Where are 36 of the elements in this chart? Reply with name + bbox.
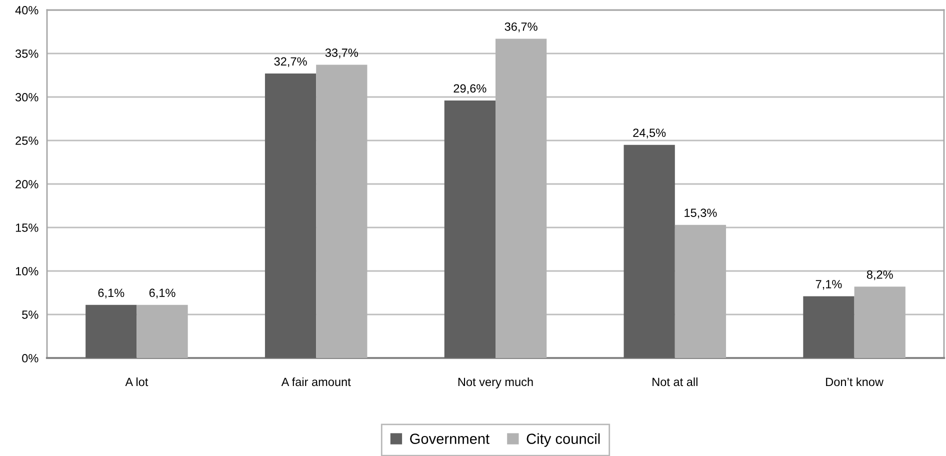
data-label: 36,7% bbox=[504, 22, 538, 32]
data-label: 6,1% bbox=[149, 288, 176, 298]
y-tick-label: 10% bbox=[16, 267, 38, 276]
legend-label: Government bbox=[410, 434, 490, 444]
bar bbox=[854, 286, 906, 358]
data-label: 15,3% bbox=[684, 208, 717, 218]
bar bbox=[674, 224, 726, 358]
data-label: 24,5% bbox=[633, 128, 666, 138]
bar bbox=[624, 144, 675, 358]
bar bbox=[444, 100, 496, 358]
bar bbox=[86, 304, 137, 358]
y-tick-label: 40% bbox=[15, 6, 38, 14]
legend-label: City council bbox=[526, 433, 600, 447]
x-tick-label: A fair amount bbox=[281, 377, 351, 386]
x-tick-label: Not at all bbox=[652, 377, 698, 386]
y-tick-label: 30% bbox=[15, 93, 38, 102]
data-label: 6,1% bbox=[98, 288, 124, 298]
data-label: 33,7% bbox=[325, 48, 358, 58]
bar bbox=[264, 74, 316, 358]
bar bbox=[803, 296, 854, 358]
x-tick-label: Don’t know bbox=[826, 377, 884, 386]
data-label: 32,7% bbox=[274, 57, 307, 68]
data-label: 8,2% bbox=[866, 270, 893, 280]
y-tick-label: 5% bbox=[22, 310, 38, 319]
bar bbox=[496, 38, 547, 358]
y-tick-label: 0% bbox=[22, 354, 38, 362]
data-label: 7,1% bbox=[816, 280, 842, 290]
y-tick-label: 20% bbox=[16, 180, 38, 188]
x-tick-label: A lot bbox=[125, 377, 148, 386]
y-tick-label: 35% bbox=[15, 50, 38, 58]
y-tick-label: 25% bbox=[16, 136, 38, 145]
bar bbox=[316, 64, 368, 358]
data-label: 29,6% bbox=[454, 84, 486, 94]
bar bbox=[136, 304, 188, 358]
x-tick-label: Not very much bbox=[458, 377, 533, 388]
y-tick-label: 15% bbox=[16, 224, 38, 232]
